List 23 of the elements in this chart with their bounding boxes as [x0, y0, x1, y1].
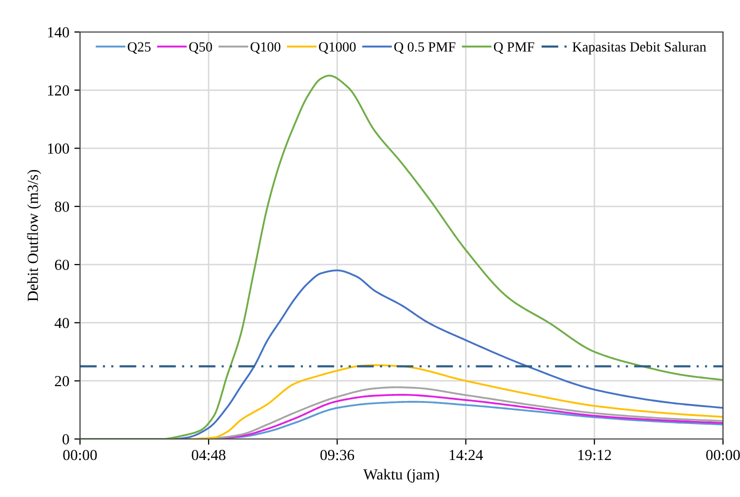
y-tick-label: 60 [54, 260, 69, 270]
y-tick-label: 140 [48, 27, 69, 38]
legend-label: Kapasitas Debit Saluran [572, 42, 706, 54]
y-tick-label: 40 [54, 318, 69, 328]
y-tick-label: 120 [48, 85, 69, 96]
x-tick-label: 00:00 [706, 450, 740, 460]
legend-label: Q PMF [494, 42, 534, 54]
legend-label: Q50 [189, 42, 212, 54]
y-axis-title: Debit Outflow (m3/s) [27, 170, 42, 302]
x-tick-label: 04:48 [192, 450, 226, 460]
legend-label: Q25 [128, 42, 151, 54]
legend-label: Q 0.5 PMF [394, 42, 456, 54]
y-tick-label: 100 [48, 143, 69, 154]
x-tick-label: 00:00 [63, 450, 97, 460]
legend-label: Q100 [250, 42, 280, 54]
x-tick-label: 19:12 [578, 450, 611, 460]
y-tick-label: 80 [54, 202, 69, 212]
x-tick-label: 14:24 [450, 450, 483, 460]
legend-label: Q1000 [318, 42, 356, 54]
y-tick-label: 20 [54, 376, 69, 386]
y-tick-label: 0 [62, 434, 69, 444]
x-tick-label: 09:36 [320, 450, 354, 460]
x-axis-title: Waktu (jam) [363, 468, 440, 483]
